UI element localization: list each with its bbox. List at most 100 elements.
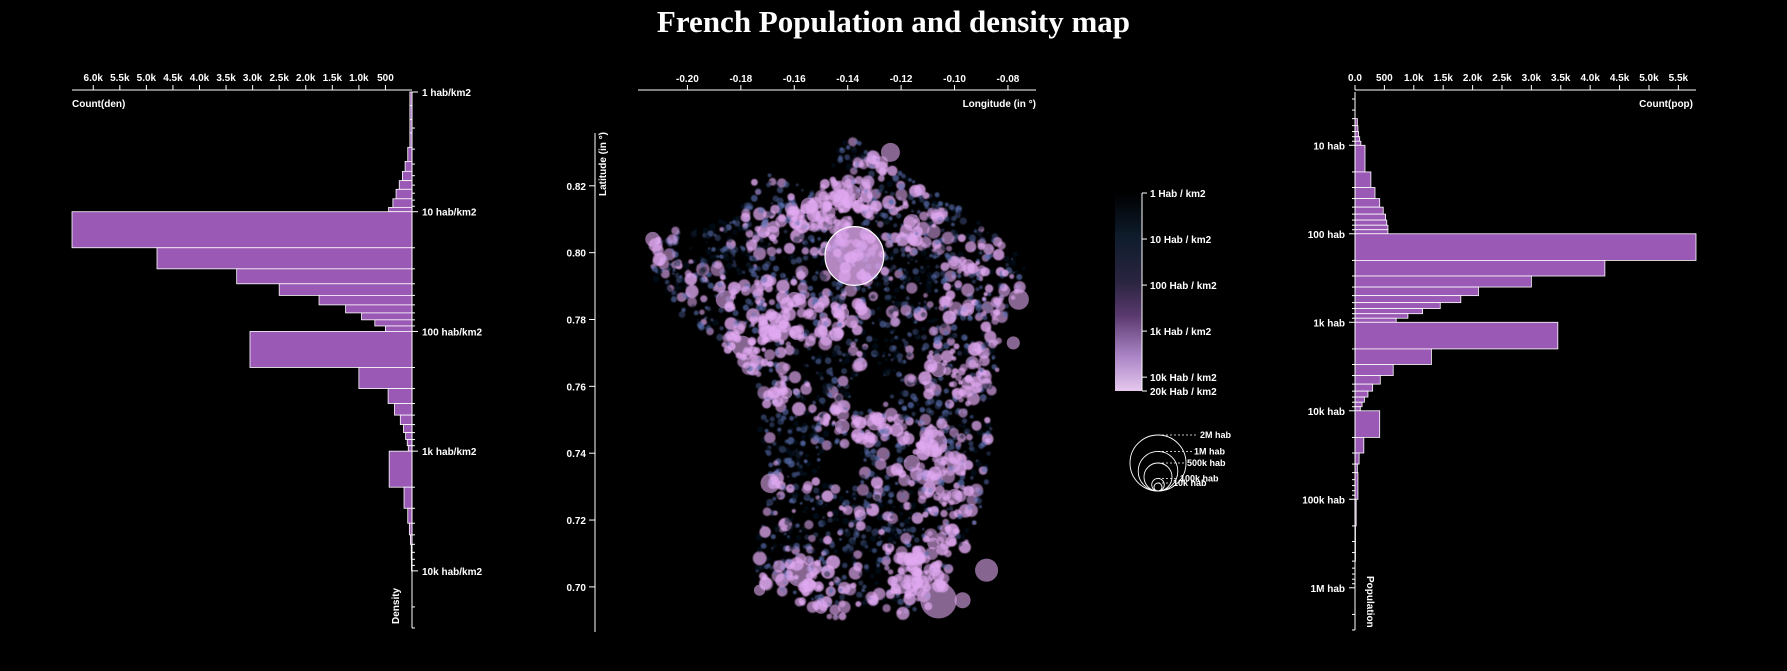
map-point: [815, 495, 820, 500]
map-point: [907, 401, 914, 409]
map-point: [795, 265, 809, 279]
map-point: [911, 318, 914, 321]
map-point: [913, 275, 921, 283]
map-point: [873, 337, 878, 342]
map-point: [830, 301, 840, 311]
map-point: [828, 587, 834, 593]
map-point: [699, 309, 705, 315]
map-point: [937, 479, 945, 487]
map-point: [674, 260, 681, 267]
map-point: [868, 296, 871, 299]
map-point: [898, 473, 911, 487]
map-point: [890, 502, 893, 506]
map-point: [891, 264, 897, 270]
longitude-tick-label: -0.08: [997, 74, 1020, 85]
density-bars: [71, 91, 413, 572]
map-point: [943, 305, 947, 310]
population-tick: 100 hab: [1308, 230, 1355, 241]
map-point: [783, 581, 787, 585]
map-point: [838, 505, 845, 511]
map-point: [766, 246, 777, 257]
map-point: [911, 512, 924, 524]
map-point: [719, 326, 724, 331]
map-point: [785, 341, 791, 347]
map-point: [975, 363, 981, 369]
map-point: [856, 591, 863, 598]
map-point: [722, 333, 731, 342]
map-point: [945, 403, 950, 408]
map-point: [911, 200, 916, 205]
map-point: [813, 487, 820, 494]
map-point: [706, 321, 711, 326]
map-point: [805, 534, 810, 539]
map-point: [707, 282, 714, 289]
map-point: [770, 272, 777, 278]
map-point: [957, 513, 963, 520]
map-point: [830, 367, 833, 370]
map-point: [922, 192, 930, 199]
city-circle: [759, 325, 776, 341]
map-point: [710, 262, 725, 277]
map-point: [980, 321, 992, 333]
map-point: [900, 378, 904, 382]
map-point: [979, 251, 983, 255]
map-point: [892, 305, 899, 312]
city-circle: [880, 142, 900, 162]
map-point: [803, 342, 810, 348]
map-point: [868, 597, 872, 600]
map-point: [838, 600, 846, 608]
map-point: [983, 243, 995, 255]
map-point: [939, 459, 942, 462]
population-bar: [1354, 410, 1381, 438]
map-point: [831, 163, 836, 168]
map-point: [951, 284, 954, 287]
map-point: [862, 209, 868, 215]
map-point: [788, 450, 795, 457]
map-point: [853, 531, 860, 538]
map-point: [829, 327, 844, 342]
map-point: [977, 270, 981, 275]
map-point: [885, 526, 891, 533]
map-point: [899, 390, 905, 396]
density-tick: 100 hab/km2: [412, 327, 482, 338]
map-point: [884, 565, 890, 571]
map-point: [926, 264, 931, 269]
longitude-tick-label: -0.20: [676, 74, 699, 85]
map-point: [894, 287, 900, 293]
map-point: [901, 173, 906, 179]
city-circle: [890, 573, 912, 594]
map-point: [944, 520, 950, 526]
map-point: [936, 543, 949, 556]
map-point: [790, 259, 797, 265]
map-point: [828, 581, 835, 587]
map-point: [915, 402, 920, 407]
map-point: [893, 300, 901, 308]
map-point: [907, 332, 910, 335]
map-point: [821, 490, 834, 503]
population-count-tick: 500: [1376, 73, 1393, 90]
map-point: [897, 519, 901, 523]
map-point: [802, 363, 807, 368]
map-point: [861, 204, 869, 211]
map-point: [804, 529, 807, 533]
population-bar: [1354, 144, 1366, 173]
map-point: [881, 557, 884, 561]
latitude-tick-label: 0.72: [567, 516, 587, 527]
map-point: [907, 444, 910, 447]
color-legend-tick-label: 20k Hab / km2: [1150, 387, 1217, 398]
longitude-tick: -0.16: [783, 74, 806, 90]
map-point: [799, 529, 802, 533]
map-point: [953, 528, 960, 535]
map-point: [742, 270, 746, 274]
map-point: [799, 488, 803, 492]
map-point: [857, 196, 863, 202]
map-point: [841, 574, 847, 580]
map-point: [963, 343, 970, 349]
population-bar: [1354, 233, 1697, 261]
map-point: [801, 247, 809, 255]
map-point: [765, 308, 777, 321]
population-bar: [1354, 308, 1424, 315]
map-point: [934, 288, 938, 293]
city-circle: [930, 361, 947, 378]
